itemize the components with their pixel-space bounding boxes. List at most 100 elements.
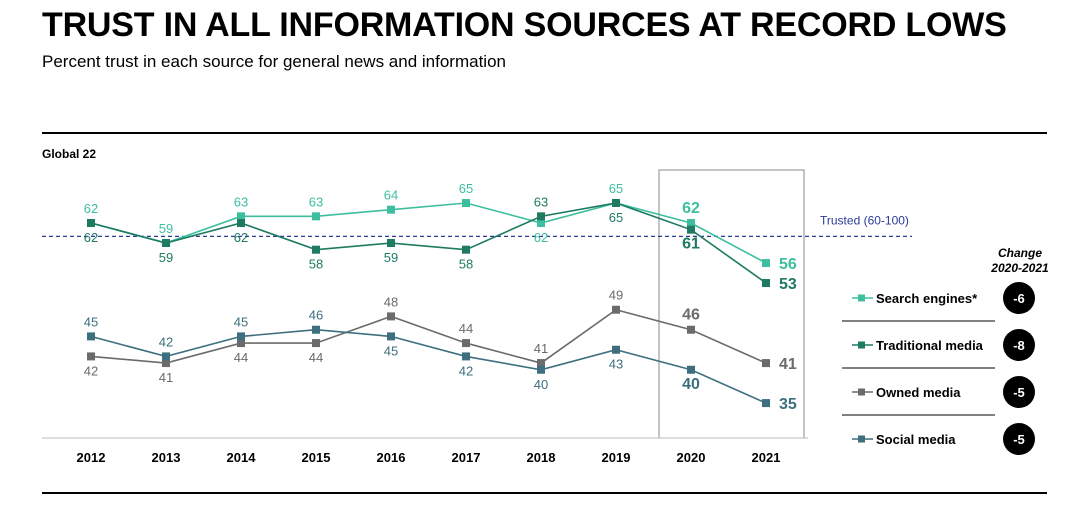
data-label: 42	[159, 334, 173, 349]
data-label: 62	[534, 230, 548, 245]
data-point	[537, 212, 545, 221]
data-point	[687, 225, 695, 234]
change-value: -8	[1013, 338, 1025, 353]
change-header-years: 2020-2021	[990, 261, 1049, 275]
data-label: 45	[234, 314, 248, 329]
data-point	[237, 339, 245, 348]
data-label: 40	[534, 377, 548, 392]
data-point	[462, 339, 470, 348]
data-label: 35	[779, 396, 797, 413]
legend-label: Traditional media	[876, 338, 984, 353]
legend-swatch-marker	[858, 341, 865, 349]
x-tick-label: 2018	[527, 450, 556, 465]
data-point	[162, 359, 170, 368]
data-point	[312, 339, 320, 348]
data-label: 46	[309, 308, 323, 323]
data-label: 62	[84, 201, 98, 216]
x-tick-label: 2020	[677, 450, 706, 465]
trusted-threshold-label: Trusted (60-100)	[820, 213, 909, 227]
data-point	[87, 352, 95, 361]
data-label: 41	[534, 341, 548, 356]
x-tick-label: 2019	[602, 450, 631, 465]
data-label: 43	[609, 357, 623, 372]
data-label: 59	[384, 250, 398, 265]
data-label: 62	[84, 230, 98, 245]
bottom-divider	[42, 492, 1047, 494]
data-point	[87, 332, 95, 341]
x-tick-label: 2021	[752, 450, 781, 465]
data-label: 42	[459, 363, 473, 378]
data-label: 44	[309, 350, 323, 365]
data-label: 44	[459, 321, 473, 336]
data-point	[87, 219, 95, 228]
series-line	[90, 202, 767, 284]
data-point	[762, 359, 770, 368]
data-label: 56	[779, 256, 797, 273]
data-point	[462, 245, 470, 254]
data-label: 65	[459, 181, 473, 196]
legend-label: Owned media	[876, 385, 961, 400]
data-label: 59	[159, 250, 173, 265]
data-label: 62	[682, 200, 700, 217]
x-tick-label: 2012	[77, 450, 106, 465]
series-line	[90, 328, 767, 404]
data-point	[387, 205, 395, 214]
data-point	[612, 199, 620, 207]
series-line	[90, 202, 767, 264]
x-tick-label: 2014	[227, 450, 257, 465]
top-divider	[42, 132, 1047, 134]
change-badge	[1003, 329, 1035, 361]
data-point	[612, 305, 620, 314]
x-tick-label: 2016	[377, 450, 406, 465]
data-point	[387, 312, 395, 321]
data-label: 41	[159, 370, 173, 385]
legend-swatch-marker	[858, 388, 865, 396]
data-label: 46	[682, 307, 700, 324]
data-point	[762, 399, 770, 408]
change-header-label: Change	[998, 246, 1042, 260]
data-point	[237, 332, 245, 341]
data-label: 44	[234, 350, 248, 365]
series-line	[90, 308, 767, 364]
data-label: 58	[459, 257, 473, 272]
x-tick-label: 2013	[152, 450, 181, 465]
data-point	[537, 365, 545, 374]
data-point	[312, 212, 320, 221]
data-point	[687, 325, 695, 334]
data-point	[762, 259, 770, 268]
data-label: 59	[159, 221, 173, 236]
data-point	[762, 279, 770, 288]
data-label: 41	[779, 356, 797, 373]
legend-label: Search engines*	[876, 291, 978, 306]
data-point	[387, 332, 395, 341]
data-point	[462, 199, 470, 207]
data-label: 48	[384, 294, 398, 309]
data-label: 53	[779, 276, 797, 293]
data-point	[237, 219, 245, 228]
data-point	[162, 239, 170, 248]
data-label: 63	[534, 194, 548, 209]
data-label: 64	[384, 188, 398, 203]
data-point	[312, 245, 320, 254]
legend-label: Social media	[876, 432, 956, 447]
data-point	[687, 219, 695, 228]
data-label: 62	[234, 230, 248, 245]
data-point	[612, 345, 620, 354]
data-point	[237, 212, 245, 221]
change-badge	[1003, 423, 1035, 455]
data-label: 63	[234, 194, 248, 209]
change-badge	[1003, 282, 1035, 314]
x-tick-label: 2017	[452, 450, 481, 465]
data-point	[537, 359, 545, 368]
change-value: -5	[1013, 385, 1025, 400]
data-label: 45	[384, 343, 398, 358]
change-value: -5	[1013, 432, 1025, 447]
change-value: -6	[1013, 291, 1025, 306]
change-badge	[1003, 376, 1035, 408]
data-point	[162, 352, 170, 361]
chart-subtitle: Percent trust in each source for general…	[42, 52, 506, 71]
legend-swatch-marker	[858, 435, 865, 443]
data-point	[462, 352, 470, 361]
data-label: 65	[609, 210, 623, 225]
